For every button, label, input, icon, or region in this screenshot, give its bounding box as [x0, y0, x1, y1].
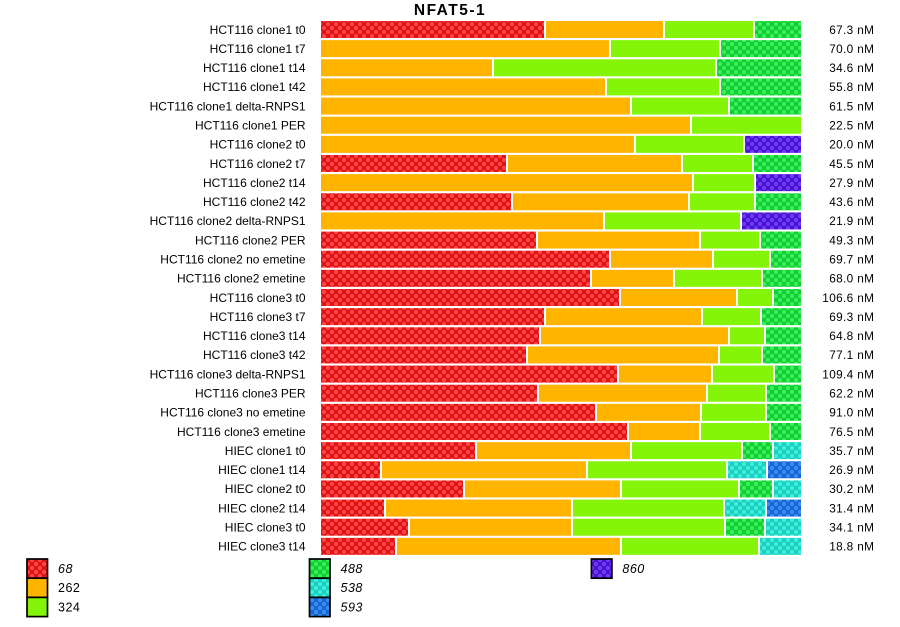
svg-text:HCT116 clone1 t14: HCT116 clone1 t14 [203, 61, 306, 75]
svg-text:43.6 nM: 43.6 nM [829, 195, 874, 209]
svg-text:55.8 nM: 55.8 nM [829, 80, 874, 94]
svg-text:HCT116 clone3 t0: HCT116 clone3 t0 [210, 291, 306, 305]
svg-text:91.0 nM: 91.0 nM [829, 406, 874, 420]
svg-text:HCT116 clone1 t0: HCT116 clone1 t0 [210, 23, 306, 37]
svg-text:27.9 nM: 27.9 nM [829, 176, 874, 190]
svg-text:61.5 nM: 61.5 nM [829, 99, 874, 113]
svg-text:593: 593 [341, 600, 363, 614]
svg-text:HCT116 clone1 t42: HCT116 clone1 t42 [203, 80, 306, 94]
svg-text:69.7 nM: 69.7 nM [829, 253, 874, 267]
svg-text:262: 262 [58, 581, 80, 595]
svg-text:HIEC clone2 t0: HIEC clone2 t0 [225, 482, 306, 496]
svg-text:HCT116 clone1 t7: HCT116 clone1 t7 [210, 42, 306, 56]
svg-text:860: 860 [622, 562, 644, 576]
svg-text:30.2 nM: 30.2 nM [829, 482, 874, 496]
svg-text:64.8 nM: 64.8 nM [829, 329, 874, 343]
svg-text:76.5 nM: 76.5 nM [829, 425, 874, 439]
svg-text:HCT116 clone3 t42: HCT116 clone3 t42 [203, 348, 306, 362]
svg-text:HCT116 clone3 PER: HCT116 clone3 PER [195, 387, 306, 401]
svg-text:77.1 nM: 77.1 nM [829, 348, 874, 362]
svg-text:49.3 nM: 49.3 nM [829, 233, 874, 247]
svg-text:HCT116 clone2 t42: HCT116 clone2 t42 [203, 195, 306, 209]
svg-text:68.0 nM: 68.0 nM [829, 272, 874, 286]
svg-text:106.6 nM: 106.6 nM [822, 291, 874, 305]
svg-text:69.3 nM: 69.3 nM [829, 310, 874, 324]
svg-text:31.4 nM: 31.4 nM [829, 501, 874, 515]
svg-text:HCT116 clone2 emetine: HCT116 clone2 emetine [177, 272, 306, 286]
svg-text:HCT116 clone2 PER: HCT116 clone2 PER [195, 233, 306, 247]
svg-text:538: 538 [341, 581, 363, 595]
svg-text:68: 68 [58, 562, 73, 576]
svg-text:HCT116 clone3 emetine: HCT116 clone3 emetine [177, 425, 306, 439]
svg-text:18.8 nM: 18.8 nM [829, 540, 874, 554]
svg-text:324: 324 [58, 600, 80, 614]
svg-text:HCT116 clone1 delta-RNPS1: HCT116 clone1 delta-RNPS1 [150, 99, 306, 113]
svg-text:HIEC clone1 t14: HIEC clone1 t14 [218, 463, 306, 477]
svg-text:HCT116 clone2 t0: HCT116 clone2 t0 [210, 138, 306, 152]
svg-text:20.0 nM: 20.0 nM [829, 138, 874, 152]
svg-text:HIEC clone3 t0: HIEC clone3 t0 [225, 521, 306, 535]
svg-text:62.2 nM: 62.2 nM [829, 387, 874, 401]
svg-text:HIEC clone1 t0: HIEC clone1 t0 [225, 444, 306, 458]
svg-text:HIEC clone2 t14: HIEC clone2 t14 [218, 501, 306, 515]
svg-text:488: 488 [341, 562, 363, 576]
svg-text:HCT116 clone1 PER: HCT116 clone1 PER [195, 119, 306, 133]
svg-text:70.0 nM: 70.0 nM [829, 42, 874, 56]
svg-text:34.6 nM: 34.6 nM [829, 61, 874, 75]
svg-text:HCT116 clone3 t7: HCT116 clone3 t7 [210, 310, 306, 324]
svg-text:HIEC clone3 t14: HIEC clone3 t14 [218, 540, 306, 554]
svg-text:26.9 nM: 26.9 nM [829, 463, 874, 477]
svg-text:NFAT5-1: NFAT5-1 [414, 2, 486, 19]
svg-text:21.9 nM: 21.9 nM [829, 214, 874, 228]
svg-text:35.7 nM: 35.7 nM [829, 444, 874, 458]
svg-text:HCT116 clone3 t14: HCT116 clone3 t14 [203, 329, 306, 343]
svg-text:HCT116 clone3 delta-RNPS1: HCT116 clone3 delta-RNPS1 [150, 367, 306, 381]
svg-text:HCT116 clone2 t14: HCT116 clone2 t14 [203, 176, 306, 190]
svg-text:HCT116 clone2 no emetine: HCT116 clone2 no emetine [160, 253, 306, 267]
svg-text:67.3 nM: 67.3 nM [829, 23, 874, 37]
svg-text:109.4 nM: 109.4 nM [822, 367, 874, 381]
svg-text:22.5 nM: 22.5 nM [829, 119, 874, 133]
svg-text:HCT116 clone3 no emetine: HCT116 clone3 no emetine [160, 406, 306, 420]
svg-text:34.1 nM: 34.1 nM [829, 521, 874, 535]
svg-text:HCT116 clone2 t7: HCT116 clone2 t7 [210, 157, 306, 171]
svg-text:45.5 nM: 45.5 nM [829, 157, 874, 171]
svg-text:HCT116 clone2 delta-RNPS1: HCT116 clone2 delta-RNPS1 [150, 214, 306, 228]
